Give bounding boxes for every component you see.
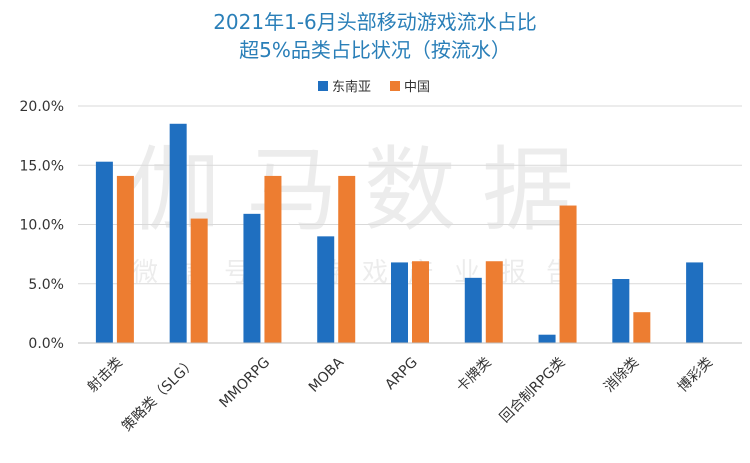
x-tick-label: 回合制RPG类 [497,355,568,426]
legend-swatch [318,81,328,91]
legend-label: 东南亚 [332,79,371,95]
bar-china [412,261,429,343]
y-tick-label: 0.0% [28,336,64,352]
bar-southeast-asia [612,279,630,343]
x-tick-label: 策略类（SLG） [118,354,199,435]
bar-southeast-asia [464,277,482,343]
x-tick-label: MOBA [306,354,348,396]
legend-label: 中国 [404,80,430,95]
bar-china [190,218,208,343]
bar-southeast-asia [169,123,187,344]
y-tick-label: 5.0% [28,277,64,293]
bar-southeast-asia [538,334,556,343]
x-tick-label: ARPG [382,355,421,394]
chart-title: 2021年1-6月头部移动游戏流水占比 [213,10,537,34]
chart-subtitle: 超5%品类占比状况（按流水） [239,38,511,62]
bar-southeast-asia [317,236,335,343]
legend-swatch [390,81,400,91]
x-tick-label: 消除类 [601,355,642,396]
bar-china [338,175,356,343]
y-tick-label: 15.0% [20,158,64,174]
bar-china [264,175,282,343]
bar-southeast-asia [95,161,113,343]
x-tick-label: 卡牌类 [453,354,495,396]
bar-china [116,175,134,343]
bar-southeast-asia [391,262,408,343]
bar-china [633,312,651,343]
x-tick-label: 博彩类 [674,354,716,396]
y-tick-label: 10.0% [20,218,64,234]
bar-southeast-asia [243,213,261,343]
bar-china [559,205,577,343]
x-tick-label: MMORPG [217,355,274,412]
y-tick-label: 20.0% [20,99,64,115]
bar-southeast-asia [686,262,704,343]
bar-china [485,261,503,343]
x-tick-label: 射击类 [85,355,126,396]
